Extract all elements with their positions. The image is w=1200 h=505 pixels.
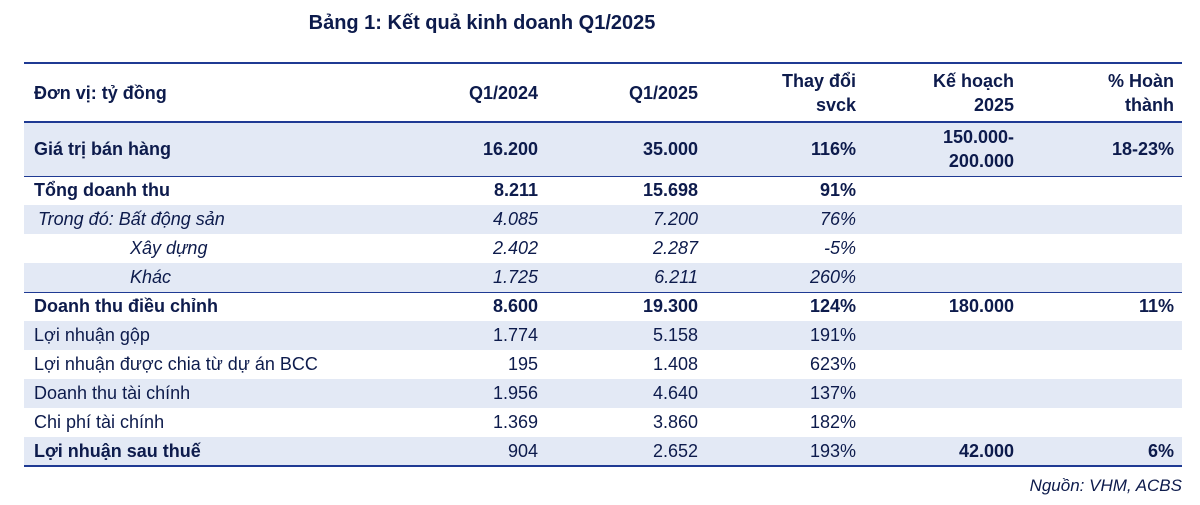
table-row: Lợi nhuận gộp 1.774 5.158 191%: [24, 321, 1182, 350]
header-completion-line2: thành: [1125, 94, 1174, 115]
cell-q1-2025: 4.640: [652, 383, 698, 403]
cell-plan: 42.000: [958, 440, 1014, 461]
cell-change: 623%: [809, 354, 856, 374]
header-plan-line1: Kế hoạch: [932, 70, 1014, 91]
table-row: Lợi nhuận được chia từ dự án BCC 195 1.4…: [24, 350, 1182, 379]
cell-q1-2024: 1.369: [492, 412, 538, 432]
cell-change: 116%: [810, 138, 856, 159]
cell-plan: [864, 379, 1022, 408]
cell-plan: [864, 263, 1022, 292]
cell-q1-2025: 15.698: [642, 180, 698, 201]
row-label: Lợi nhuận được chia từ dự án BCC: [34, 354, 318, 374]
cell-plan: [864, 205, 1022, 234]
table-row: Doanh thu tài chính 1.956 4.640 137%: [24, 379, 1182, 408]
cell-plan: [864, 408, 1022, 437]
cell-q1-2024: 8.600: [492, 296, 538, 317]
header-change-line2: svck: [815, 94, 856, 115]
cell-q1-2025: 3.860: [652, 412, 698, 432]
header-unit: Đơn vị: tỷ đồng: [34, 82, 167, 103]
cell-q1-2025: 7.200: [652, 209, 698, 229]
table-header-row: Đơn vị: tỷ đồng Q1/2024 Q1/2025 Thay đổi…: [24, 63, 1182, 122]
cell-completion: [1022, 350, 1182, 379]
cell-completion: 6%: [1147, 440, 1174, 461]
header-plan-line2: 2025: [973, 94, 1014, 115]
cell-completion: 18-23%: [1111, 138, 1174, 159]
row-label: Khác: [130, 266, 172, 287]
cell-plan: [864, 321, 1022, 350]
header-change: Thay đổi svck: [706, 63, 864, 122]
table-row: Doanh thu điều chỉnh 8.600 19.300 124% 1…: [24, 292, 1182, 321]
source-note: Nguồn: VHM, ACBS: [1029, 476, 1182, 495]
row-label: Trong đó: Bất động sản: [38, 209, 225, 229]
cell-q1-2025: 19.300: [642, 296, 698, 317]
cell-q1-2025: 35.000: [642, 138, 698, 159]
cell-completion: [1022, 234, 1182, 263]
cell-q1-2024: 904: [507, 440, 538, 461]
table-row: Lợi nhuận sau thuế 904 2.652 193% 42.000…: [24, 437, 1182, 466]
cell-q1-2025: 2.287: [652, 238, 698, 258]
cell-change: 76%: [819, 209, 856, 229]
row-label: Doanh thu tài chính: [34, 383, 191, 403]
cell-plan: [864, 234, 1022, 263]
cell-q1-2025: 1.408: [652, 354, 698, 374]
header-completion-line1: % Hoàn: [1107, 70, 1174, 91]
header-q1-2025: Q1/2025: [628, 82, 698, 103]
cell-q1-2024: 195: [507, 354, 538, 374]
cell-completion: [1022, 205, 1182, 234]
row-label: Xây dựng: [130, 238, 208, 258]
cell-q1-2025: 6.211: [654, 266, 698, 287]
table-row: Tổng doanh thu 8.211 15.698 91%: [24, 176, 1182, 205]
cell-completion: [1022, 176, 1182, 205]
cell-q1-2024: 16.200: [482, 138, 538, 159]
cell-q1-2025: 5.158: [652, 325, 698, 345]
cell-change: 182%: [809, 412, 856, 432]
row-label: Lợi nhuận sau thuế: [34, 440, 201, 461]
cell-change: 124%: [809, 296, 856, 317]
cell-plan-line2: 200.000: [948, 151, 1014, 172]
cell-q1-2024: 1.956: [492, 383, 538, 403]
table-row: Khác 1.725 6.211 260%: [24, 263, 1182, 292]
cell-plan: 180.000: [948, 296, 1014, 317]
table-row: Chi phí tài chính 1.369 3.860 182%: [24, 408, 1182, 437]
cell-completion: 11%: [1138, 296, 1174, 317]
cell-change: -5%: [823, 238, 856, 258]
cell-change: 260%: [809, 266, 856, 287]
table-row: Xây dựng 2.402 2.287 -5%: [24, 234, 1182, 263]
row-label: Tổng doanh thu: [34, 180, 170, 201]
cell-q1-2024: 1.774: [492, 325, 538, 345]
cell-completion: [1022, 408, 1182, 437]
cell-completion: [1022, 379, 1182, 408]
row-label: Giá trị bán hàng: [34, 138, 172, 159]
row-label: Doanh thu điều chỉnh: [34, 296, 218, 317]
header-change-line1: Thay đổi: [781, 70, 856, 91]
cell-q1-2024: 1.725: [492, 266, 538, 287]
cell-q1-2024: 8.211: [493, 180, 538, 201]
cell-change: 137%: [809, 383, 856, 403]
cell-plan-line1: 150.000-: [942, 127, 1014, 148]
row-label: Chi phí tài chính: [34, 412, 165, 432]
cell-completion: [1022, 321, 1182, 350]
business-results-table: Đơn vị: tỷ đồng Q1/2024 Q1/2025 Thay đổi…: [24, 62, 1182, 467]
table-row: Giá trị bán hàng 16.200 35.000 116% 150.…: [24, 122, 1182, 176]
cell-change: 191%: [809, 325, 856, 345]
cell-change: 91%: [819, 180, 856, 201]
table-title: Bảng 1: Kết quả kinh doanh Q1/2025: [308, 12, 656, 34]
cell-q1-2024: 2.402: [492, 238, 538, 258]
cell-completion: [1022, 263, 1182, 292]
cell-q1-2025: 2.652: [652, 440, 698, 461]
cell-plan: [864, 350, 1022, 379]
cell-plan: 150.000- 200.000: [864, 122, 1022, 176]
row-label: Lợi nhuận gộp: [34, 325, 150, 345]
header-q1-2024: Q1/2024: [468, 82, 538, 103]
table-row: Trong đó: Bất động sản 4.085 7.200 76%: [24, 205, 1182, 234]
cell-q1-2024: 4.085: [492, 209, 538, 229]
cell-change: 193%: [809, 440, 856, 461]
header-completion: % Hoàn thành: [1022, 63, 1182, 122]
header-plan: Kế hoạch 2025: [864, 63, 1022, 122]
cell-plan: [864, 176, 1022, 205]
